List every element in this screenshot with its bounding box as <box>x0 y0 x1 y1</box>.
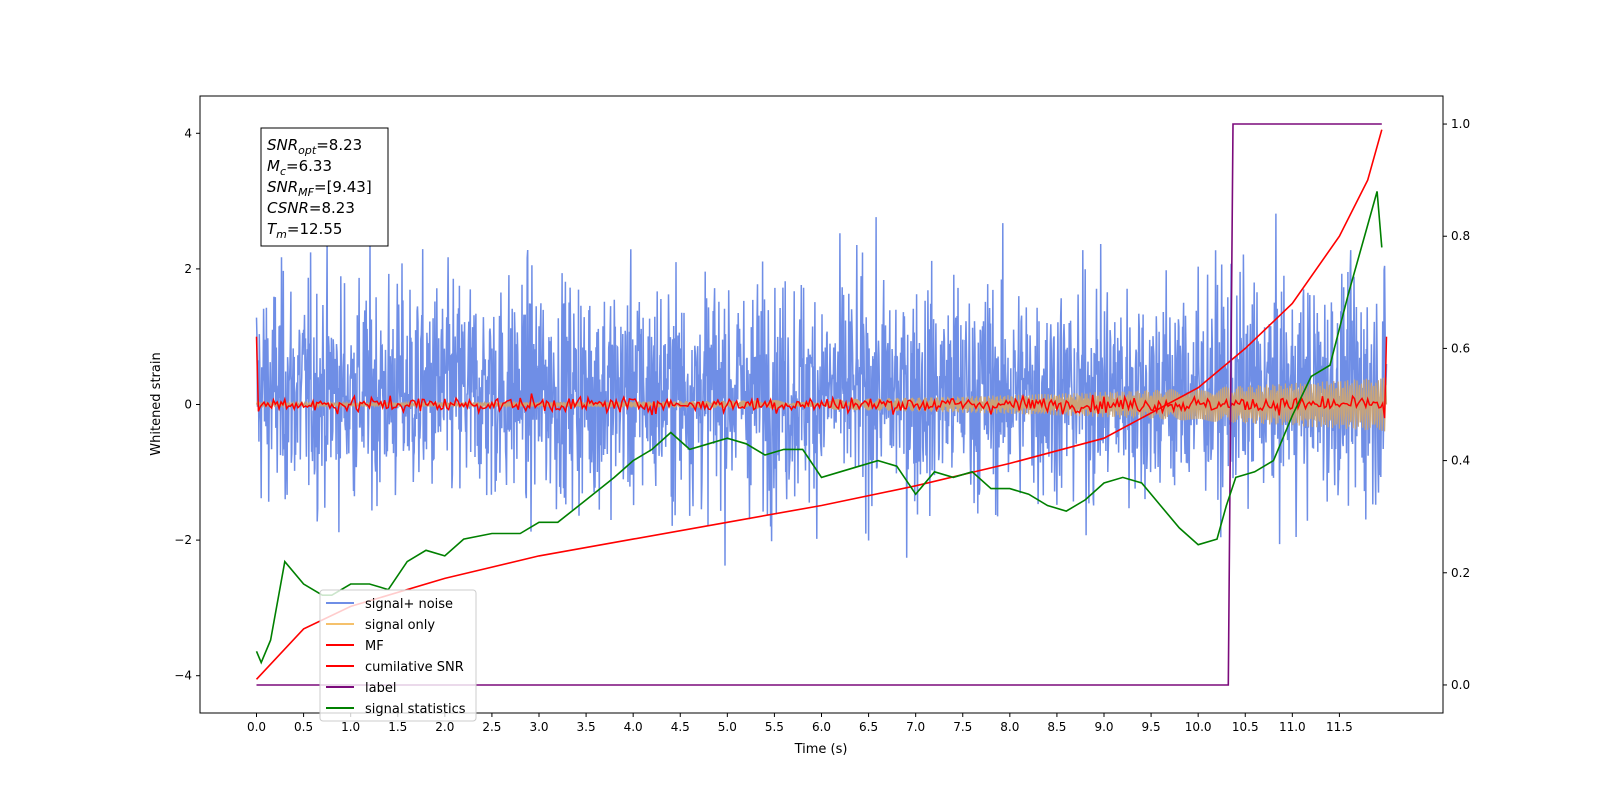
x-tick-label: 11.0 <box>1279 720 1306 734</box>
y-tick-label: −4 <box>174 669 192 683</box>
x-tick-label: 8.0 <box>1000 720 1019 734</box>
x-tick-label: 0.0 <box>247 720 266 734</box>
legend-label: signal statistics <box>365 702 466 717</box>
y2-tick-label: 0.6 <box>1451 341 1470 355</box>
y2-tick-label: 0.8 <box>1451 229 1470 243</box>
x-tick-label: 4.5 <box>671 720 690 734</box>
series-mf <box>255 336 1388 419</box>
y-axis-label: Whitened strain <box>149 352 164 455</box>
annotation-line: SNRMF=[9.43] <box>267 178 372 199</box>
legend-label: signal only <box>365 618 435 633</box>
x-tick-label: 9.5 <box>1142 720 1161 734</box>
series-label <box>256 123 1382 686</box>
x-tick-label: 5.0 <box>718 720 737 734</box>
x-tick-label: 7.5 <box>953 720 972 734</box>
plot-area <box>255 123 1388 686</box>
annotation-box-frame <box>260 127 389 247</box>
series-signal-only <box>255 377 1388 432</box>
y-axis-ticks: 4 2 0 −2 −4 <box>174 126 200 683</box>
y-tick-label: 4 <box>184 126 192 140</box>
y2-tick-label: 0.0 <box>1451 678 1470 692</box>
legend-frame <box>319 589 477 722</box>
x-tick-label: 2.5 <box>482 720 501 734</box>
x-tick-label: 10.0 <box>1185 720 1212 734</box>
x-tick-label: 5.5 <box>765 720 784 734</box>
legend-label: signal+ noise <box>365 597 453 612</box>
series-signal-statistics <box>255 191 1383 665</box>
x-tick-label: 3.0 <box>529 720 548 734</box>
x-tick-label: 3.5 <box>577 720 596 734</box>
legend-label: MF <box>365 639 384 654</box>
x-tick-label: 2.0 <box>435 720 454 734</box>
y2-tick-label: 0.2 <box>1451 566 1470 580</box>
x-tick-label: 9.0 <box>1094 720 1113 734</box>
annotation-line: Tm=12.55 <box>267 220 342 241</box>
y-tick-label: 0 <box>184 398 192 412</box>
annotation-line: Mc=6.33 <box>267 157 332 178</box>
x-tick-label: 6.0 <box>812 720 831 734</box>
y-tick-label: 2 <box>184 262 192 276</box>
series-cumulative-snr <box>255 129 1383 680</box>
x-tick-label: 10.5 <box>1232 720 1259 734</box>
y-tick-label: −2 <box>174 533 192 547</box>
annotation-line: CSNR=8.23 <box>267 199 355 217</box>
x-tick-label: 7.0 <box>906 720 925 734</box>
y2-axis-ticks: 1.0 0.8 0.6 0.4 0.2 0.0 <box>1443 117 1470 692</box>
legend-label: label <box>365 681 396 696</box>
x-tick-label: 0.5 <box>294 720 313 734</box>
x-tick-label: 1.0 <box>341 720 360 734</box>
x-axis-label: Time (s) <box>794 742 848 757</box>
x-tick-label: 1.5 <box>388 720 407 734</box>
x-tick-label: 8.5 <box>1047 720 1066 734</box>
legend: signal+ noise signal only MF cumilative SNR… <box>319 589 477 722</box>
x-tick-label: 6.5 <box>859 720 878 734</box>
x-axis-ticks: 0.0 0.5 1.0 1.5 2.0 2.5 3.0 3.5 4.0 4.5 5.0 5.5 6.0 6… <box>247 713 1353 734</box>
x-tick-label: 11.5 <box>1326 720 1353 734</box>
annotation-line: SNRopt=8.23 <box>267 136 362 157</box>
y2-tick-label: 0.4 <box>1451 454 1470 468</box>
y2-tick-label: 1.0 <box>1451 117 1470 131</box>
x-tick-label: 4.0 <box>624 720 643 734</box>
series-signal-noise <box>255 213 1388 566</box>
legend-label: cumilative SNR <box>365 660 464 675</box>
